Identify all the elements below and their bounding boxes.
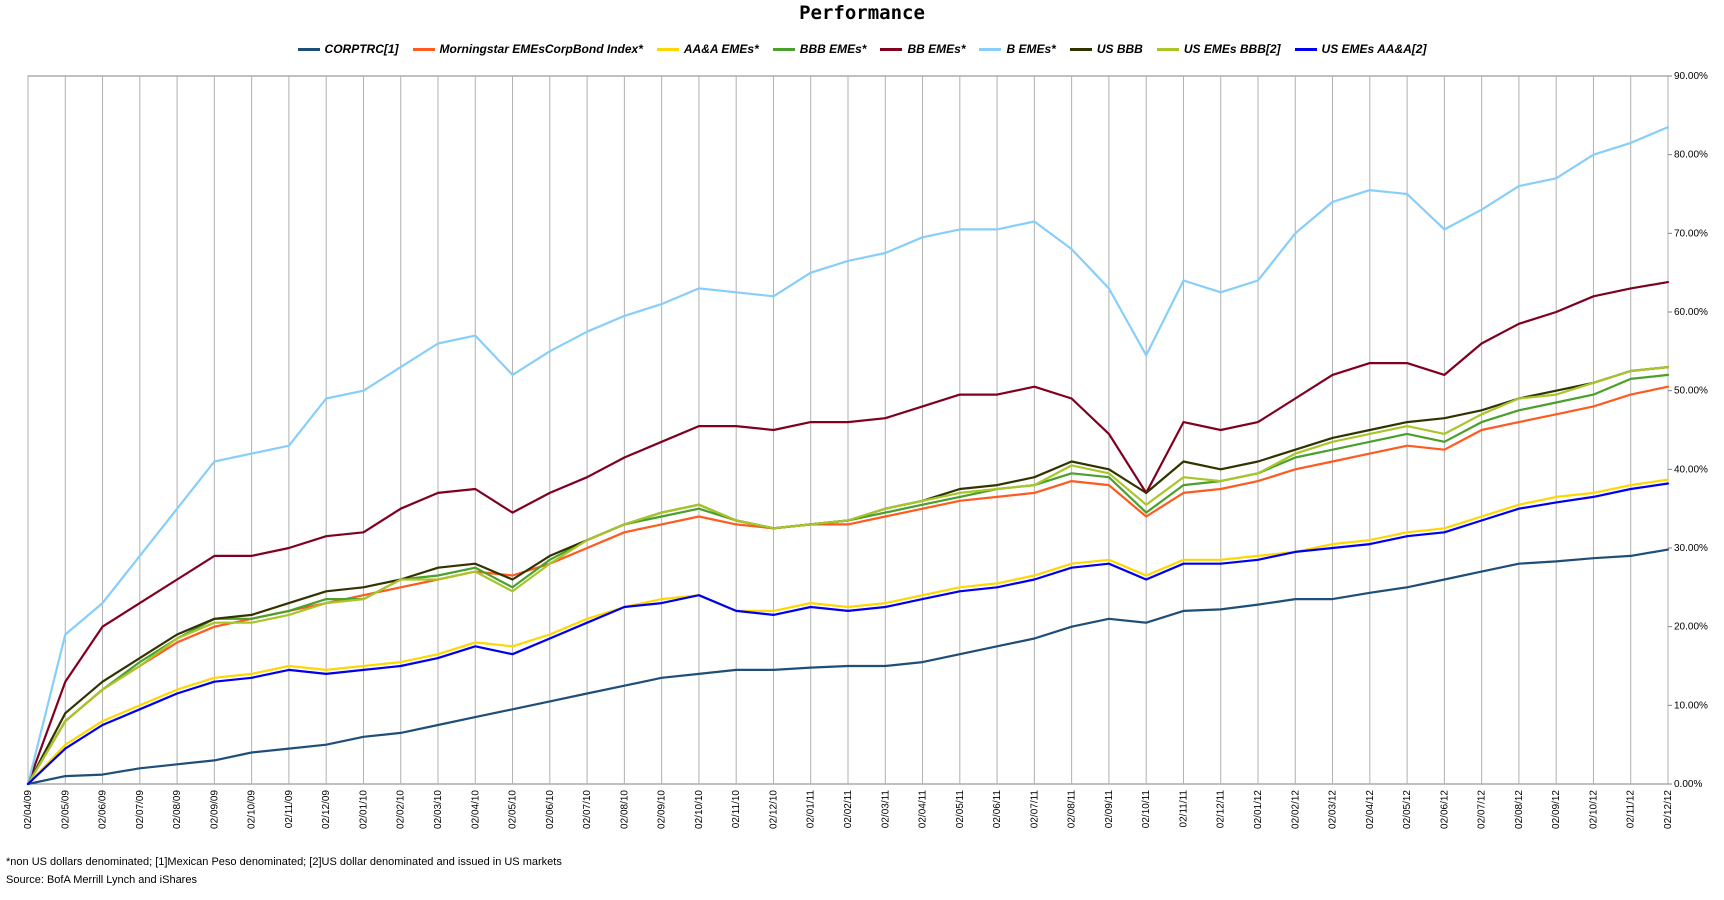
legend-item: US BBB <box>1069 42 1143 56</box>
legend-item: B EMEs* <box>979 42 1056 56</box>
legend-swatch <box>880 47 903 51</box>
series-line-corptrc-1 <box>26 548 1670 786</box>
x-tick-label: 02/09/09 <box>209 790 220 829</box>
y-tick-label: 90.00% <box>1674 71 1708 82</box>
x-tick-label: 02/03/11 <box>880 790 891 829</box>
legend-swatch <box>1156 47 1179 51</box>
legend-swatch <box>656 47 679 51</box>
x-tick-label: 02/08/10 <box>619 790 630 829</box>
legend-label: B EMEs* <box>1006 42 1056 56</box>
x-tick-label: 02/11/10 <box>731 790 742 829</box>
series-line-aa-a-emes <box>26 478 1670 786</box>
legend-label: BBB EMEs* <box>799 42 867 56</box>
x-tick-label: 02/09/11 <box>1104 790 1115 829</box>
legend-item: CORPTRC[1] <box>297 42 399 56</box>
x-tick-label: 02/09/12 <box>1551 790 1562 829</box>
x-tick-label: 02/03/12 <box>1328 790 1339 829</box>
x-tick-label: 02/07/11 <box>1029 790 1040 829</box>
y-tick-label: 40.00% <box>1674 464 1708 475</box>
legend-item: US EMEs AA&A[2] <box>1294 42 1427 56</box>
x-tick-label: 02/09/10 <box>657 790 668 829</box>
x-tick-label: 02/06/12 <box>1439 790 1450 829</box>
series-line-bb-emes <box>26 281 1670 786</box>
x-tick-label: 02/02/12 <box>1290 790 1301 829</box>
x-tick-label: 02/08/09 <box>172 790 183 829</box>
x-tick-label: 02/04/12 <box>1365 790 1376 829</box>
series-line-us-emes-aa-a-2 <box>26 482 1670 786</box>
legend-label: AA&A EMEs* <box>683 42 759 56</box>
legend-label: US EMEs AA&A[2] <box>1321 42 1427 56</box>
y-tick-label: 10.00% <box>1674 700 1708 711</box>
x-tick-label: 02/07/10 <box>582 790 593 829</box>
x-tick-label: 02/05/11 <box>955 790 966 829</box>
x-tick-label: 02/10/12 <box>1588 790 1599 829</box>
x-tick-label: 02/02/11 <box>843 790 854 829</box>
y-tick-label: 60.00% <box>1674 307 1708 318</box>
x-tick-label: 02/04/09 <box>23 790 34 829</box>
legend-swatch <box>1294 47 1317 51</box>
x-tick-label: 02/11/11 <box>1178 790 1189 828</box>
y-tick-label: 30.00% <box>1674 543 1708 554</box>
y-tick-label: 0.00% <box>1674 779 1702 790</box>
x-tick-label: 02/10/09 <box>247 790 258 829</box>
legend-swatch <box>1069 47 1092 51</box>
plot-area: 02/04/09 02/05/09 02/06/09 02/07/09 02/08/09… <box>23 71 1708 829</box>
legend-item: BBB EMEs* <box>772 42 867 56</box>
x-tick-label: 02/06/11 <box>992 790 1003 829</box>
x-tick-label: 02/12/10 <box>768 790 779 829</box>
legend-swatch <box>772 47 795 51</box>
legend-item: US EMEs BBB[2] <box>1156 42 1281 56</box>
x-tick-label: 02/10/10 <box>694 790 705 829</box>
x-tick-label: 02/01/10 <box>358 790 369 829</box>
x-tick-label: 02/04/11 <box>918 790 929 829</box>
legend-label: US EMEs BBB[2] <box>1183 42 1281 56</box>
x-tick-label: 02/05/09 <box>60 790 71 829</box>
axes: 02/04/09 02/05/09 02/06/09 02/07/09 02/08/09… <box>23 71 1708 829</box>
x-tick-label: 02/11/09 <box>284 790 295 829</box>
series-line-morningstar-emescorpbond-index <box>26 385 1670 786</box>
y-tick-label: 70.00% <box>1674 228 1708 239</box>
series-line-b-emes <box>26 125 1670 786</box>
legend-item: BB EMEs* <box>880 42 965 56</box>
series-lines <box>26 125 1670 786</box>
legend-swatch <box>979 47 1002 51</box>
x-tick-label: 02/12/11 <box>1216 790 1227 829</box>
x-tick-label: 02/06/10 <box>545 790 556 829</box>
legend-item: Morningstar EMEsCorpBond Index* <box>412 42 643 56</box>
x-tick-label: 02/01/12 <box>1253 790 1264 829</box>
x-tick-label: 02/02/10 <box>396 790 407 829</box>
legend-label: CORPTRC[1] <box>324 42 399 56</box>
source-note: Source: BofA Merrill Lynch and iShares <box>6 874 197 886</box>
y-tick-label: 20.00% <box>1674 622 1708 633</box>
x-tick-label: 02/11/12 <box>1626 790 1637 829</box>
chart-title: Performance <box>799 2 925 24</box>
x-tick-label: 02/12/09 <box>321 790 332 829</box>
legend-swatch <box>412 47 435 51</box>
x-tick-label: 02/07/12 <box>1477 790 1488 829</box>
chart-legend: CORPTRC[1] Morningstar EMEsCorpBond Index… <box>0 42 1724 56</box>
legend-item: AA&A EMEs* <box>656 42 759 56</box>
x-tick-label: 02/12/12 <box>1663 790 1674 829</box>
x-tick-label: 02/05/12 <box>1402 790 1413 829</box>
legend-swatch <box>297 47 320 51</box>
x-tick-label: 02/04/10 <box>470 790 481 829</box>
x-tick-label: 02/03/10 <box>433 790 444 829</box>
footnote: *non US dollars denominated; [1]Mexican … <box>6 856 562 868</box>
y-tick-label: 80.00% <box>1674 150 1708 161</box>
x-tick-label: 02/01/11 <box>806 790 817 829</box>
x-tick-label: 02/08/12 <box>1514 790 1525 829</box>
x-tick-label: 02/10/11 <box>1141 790 1152 829</box>
legend-label: US BBB <box>1096 42 1143 56</box>
x-tick-label: 02/07/09 <box>135 790 146 829</box>
legend-label: Morningstar EMEsCorpBond Index* <box>439 42 643 56</box>
y-tick-label: 50.00% <box>1674 386 1708 397</box>
legend-label: BB EMEs* <box>907 42 966 56</box>
x-tick-label: 02/08/11 <box>1067 790 1078 829</box>
x-tick-label: 02/05/10 <box>508 790 519 829</box>
x-tick-label: 02/06/09 <box>98 790 109 829</box>
series-line-us-emes-bbb-2 <box>26 366 1670 786</box>
